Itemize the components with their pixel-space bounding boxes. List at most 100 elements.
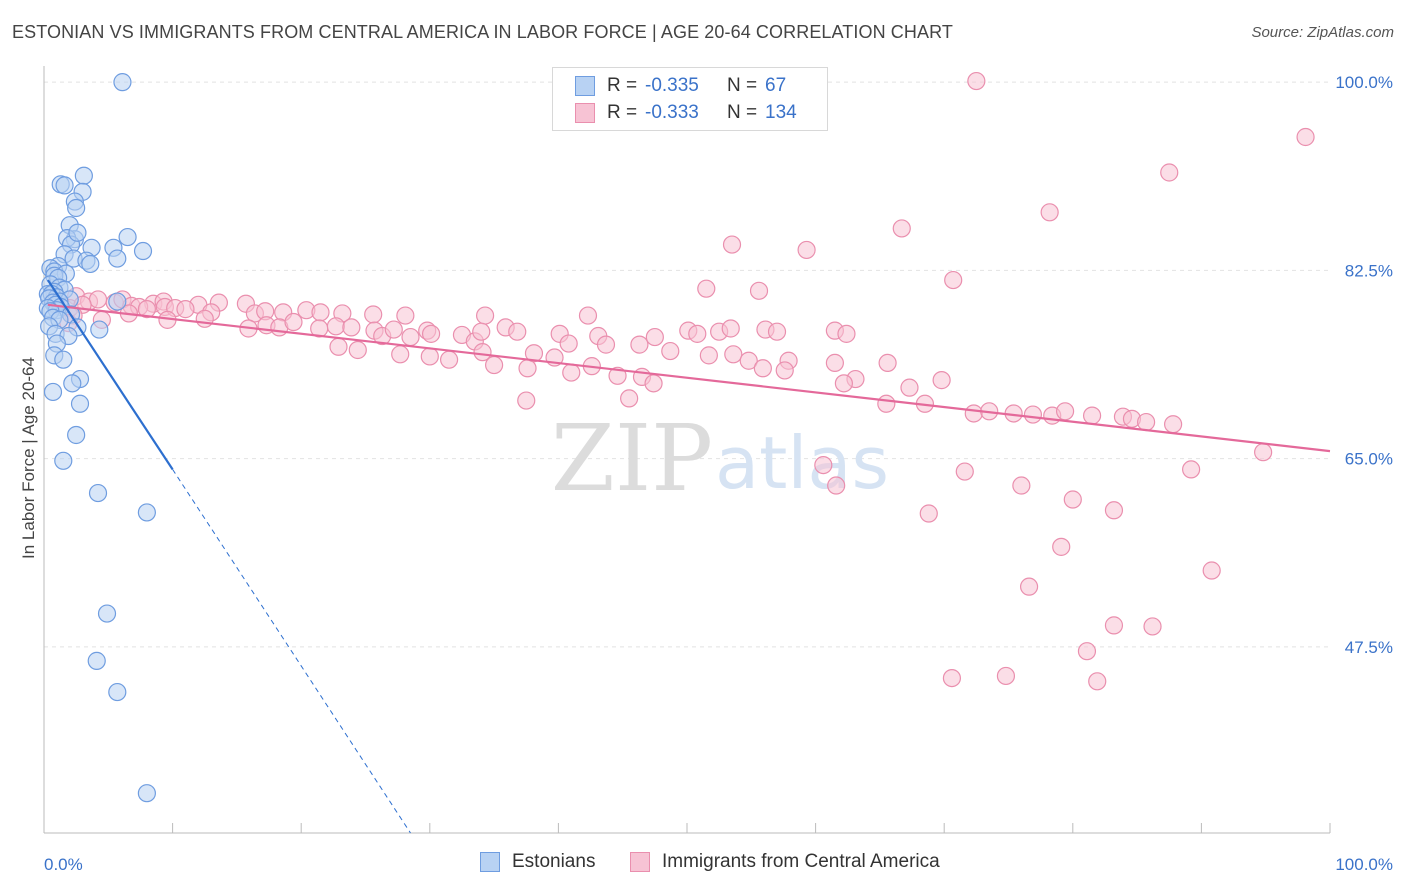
immigrants-point bbox=[722, 235, 742, 254]
immigrants-point bbox=[739, 351, 758, 370]
estonians-point bbox=[90, 320, 109, 339]
immigrants-point bbox=[1088, 672, 1107, 691]
immigrants-point bbox=[620, 389, 639, 408]
immigrants-point bbox=[825, 353, 844, 373]
y-tick-label: 100.0% bbox=[1335, 73, 1393, 92]
immigrants-point bbox=[797, 240, 816, 260]
immigrants-point bbox=[608, 366, 627, 385]
legend-swatch-pink bbox=[575, 103, 595, 123]
estonians-point bbox=[54, 350, 73, 369]
immigrants-point bbox=[877, 394, 896, 413]
immigrants-point bbox=[767, 322, 787, 341]
legend-swatch-pink bbox=[630, 852, 650, 872]
immigrants-point bbox=[562, 363, 581, 382]
immigrants-point bbox=[661, 341, 680, 361]
estonians-points bbox=[38, 73, 156, 803]
estonians-point bbox=[97, 604, 117, 623]
immigrants-point bbox=[955, 462, 974, 481]
legend-swatch-blue bbox=[480, 852, 500, 872]
immigrants-point bbox=[892, 219, 911, 238]
legend-item-immigrants: Immigrants from Central America bbox=[630, 851, 940, 873]
legend-label-estonians: Estonians bbox=[512, 851, 596, 872]
immigrants-point bbox=[475, 306, 495, 325]
immigrants-point bbox=[508, 322, 527, 341]
legend-r-label: R = bbox=[607, 75, 638, 96]
x-tick-label: 100.0% bbox=[1335, 855, 1393, 874]
immigrants-point bbox=[775, 361, 794, 380]
immigrants-point bbox=[1063, 490, 1082, 509]
legend-n-label: N = bbox=[727, 75, 758, 96]
immigrants-point bbox=[932, 371, 951, 390]
immigrants-point bbox=[1202, 561, 1221, 580]
estonians-point bbox=[113, 73, 132, 92]
immigrants-point bbox=[137, 300, 156, 319]
immigrants-point bbox=[518, 359, 537, 378]
legend-r-value: -0.335 bbox=[645, 75, 699, 96]
estonians-point bbox=[70, 394, 90, 413]
immigrants-point bbox=[942, 668, 962, 688]
immigrants-point bbox=[472, 322, 491, 341]
estonians-point bbox=[81, 254, 100, 274]
immigrants-point bbox=[439, 350, 459, 369]
estonians-point bbox=[87, 651, 106, 670]
immigrants-point bbox=[1040, 203, 1059, 222]
immigrants-point bbox=[688, 324, 707, 343]
immigrants-point bbox=[329, 337, 348, 356]
immigrants-point bbox=[834, 374, 853, 393]
immigrants-point bbox=[837, 324, 856, 343]
x-tick-label: 0.0% bbox=[44, 855, 83, 874]
immigrants-trend-line bbox=[47, 303, 1331, 453]
immigrants-point bbox=[391, 345, 410, 364]
series-legend: Estonians Immigrants from Central Americ… bbox=[0, 851, 1406, 877]
estonians-trend-extension bbox=[172, 469, 411, 834]
tick-labels: 47.5% 65.0% 82.5% 100.0% 0.0% 100.0% bbox=[44, 73, 1393, 874]
watermark-atlas: atlas bbox=[715, 421, 889, 505]
legend-swatch-blue bbox=[575, 76, 595, 96]
estonians-point bbox=[137, 784, 156, 803]
immigrants-point bbox=[1055, 402, 1075, 421]
estonians-point bbox=[137, 503, 156, 522]
immigrants-point bbox=[473, 343, 492, 362]
estonians-trend-line bbox=[46, 279, 174, 471]
legend-n-value: 134 bbox=[765, 102, 797, 123]
immigrants-point bbox=[630, 335, 649, 354]
immigrants-point bbox=[176, 300, 195, 319]
immigrants-point bbox=[1082, 406, 1102, 425]
immigrants-point bbox=[596, 335, 616, 354]
y-axis-label: In Labor Force | Age 20-64 bbox=[19, 357, 38, 559]
estonians-point bbox=[54, 451, 73, 470]
immigrants-point bbox=[420, 347, 439, 366]
immigrants-point bbox=[1182, 460, 1201, 479]
immigrants-point bbox=[284, 312, 303, 332]
immigrants-point bbox=[1296, 127, 1315, 147]
immigrants-point bbox=[721, 319, 740, 338]
correlation-legend: R = -0.335 N = 67 R = -0.333 N = 134 bbox=[552, 67, 828, 131]
immigrants-point bbox=[964, 404, 983, 423]
immigrants-point bbox=[753, 359, 772, 378]
immigrants-point bbox=[944, 270, 963, 290]
legend-row-estonians: R = -0.335 N = 67 bbox=[575, 73, 786, 99]
immigrants-point bbox=[1143, 617, 1162, 636]
immigrants-point bbox=[1104, 616, 1124, 635]
estonians-point bbox=[108, 292, 127, 311]
immigrants-point bbox=[1077, 642, 1097, 661]
immigrants-point bbox=[967, 71, 986, 91]
gridlines bbox=[44, 81, 1330, 648]
immigrants-point bbox=[578, 306, 598, 325]
estonians-point bbox=[43, 382, 63, 402]
immigrants-point bbox=[699, 346, 718, 365]
legend-r-value: -0.333 bbox=[645, 102, 699, 123]
immigrants-point bbox=[996, 666, 1016, 686]
immigrants-point bbox=[1137, 412, 1156, 432]
estonians-point bbox=[108, 249, 127, 268]
legend-r-label: R = bbox=[607, 102, 638, 123]
immigrants-point bbox=[524, 344, 544, 363]
estonians-point bbox=[88, 483, 108, 503]
immigrants-point bbox=[396, 306, 415, 325]
chart-title: ESTONIAN VS IMMIGRANTS FROM CENTRAL AMER… bbox=[12, 22, 953, 42]
y-tick-label: 65.0% bbox=[1345, 450, 1393, 469]
immigrants-point bbox=[559, 334, 578, 353]
immigrants-point bbox=[364, 305, 383, 324]
immigrants-point bbox=[1104, 501, 1124, 520]
